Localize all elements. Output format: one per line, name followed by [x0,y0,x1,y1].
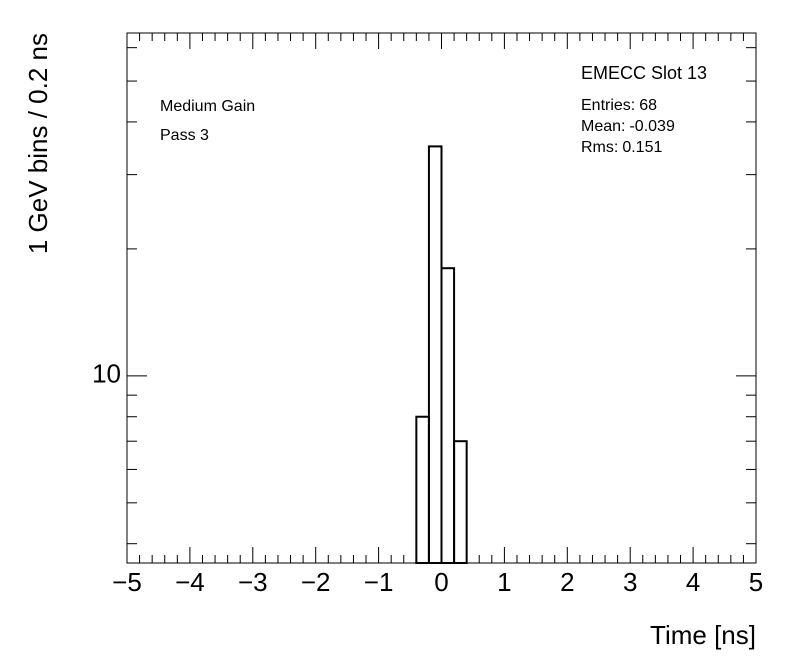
x-tick-label: −1 [364,567,394,597]
x-tick-label: 1 [497,567,511,597]
stat-label: Mean: [581,118,625,135]
stat-value: 68 [639,97,657,114]
x-tick-label: 0 [434,567,448,597]
y-axis-label: 1 GeV bins / 0.2 ns [23,33,53,254]
stat-value: -0.039 [629,118,674,135]
y-tick-label: 10 [92,359,121,389]
stat: Mean: -0.039 [581,118,675,135]
x-tick-label: −5 [112,567,142,597]
x-tick-label: −3 [238,567,268,597]
chart-title: EMECC Slot 13 [581,63,707,83]
x-tick-label: 2 [560,567,574,597]
x-tick-label: −2 [301,567,331,597]
annotation: Medium Gain [160,98,255,115]
stat-value: 0.151 [622,139,662,156]
stat-label: Entries: [581,97,635,114]
bar [440,267,456,564]
x-tick-label: 5 [749,567,763,597]
x-tick-label: 4 [686,567,700,597]
x-axis-label: Time [ns] [650,620,756,650]
stat: Entries: 68 [581,97,657,114]
stat-label: Rms: [581,139,618,156]
annotation: Pass 3 [160,127,209,144]
bar [453,440,468,565]
x-tick-label: −4 [175,567,205,597]
x-tick-label: 3 [623,567,637,597]
stat: Rms: 0.151 [581,139,662,156]
